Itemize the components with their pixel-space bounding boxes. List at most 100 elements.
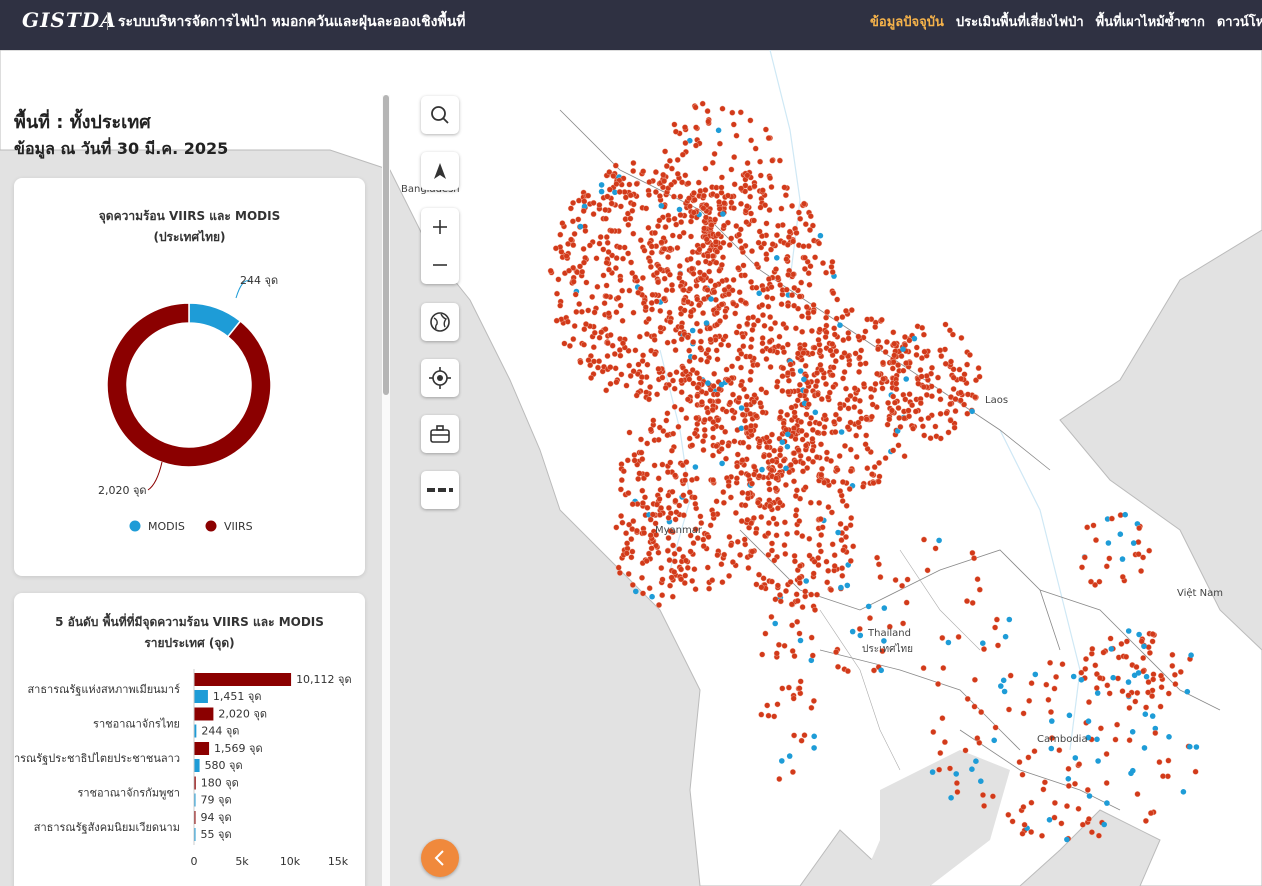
viirs-hotspot[interactable] xyxy=(700,192,707,199)
viirs-hotspot[interactable] xyxy=(867,615,874,622)
viirs-hotspot[interactable] xyxy=(704,358,711,365)
viirs-hotspot[interactable] xyxy=(953,780,960,787)
viirs-hotspot[interactable] xyxy=(836,416,843,423)
viirs-hotspot[interactable] xyxy=(695,179,702,186)
viirs-hotspot[interactable] xyxy=(862,328,869,335)
viirs-hotspot[interactable] xyxy=(635,361,642,368)
viirs-hotspot[interactable] xyxy=(1041,779,1048,786)
viirs-hotspot[interactable] xyxy=(649,291,656,298)
modis-hotspot[interactable] xyxy=(1104,800,1110,806)
viirs-hotspot[interactable] xyxy=(814,591,821,598)
viirs-hotspot[interactable] xyxy=(1045,696,1052,703)
viirs-hotspot[interactable] xyxy=(587,362,594,369)
viirs-hotspot[interactable] xyxy=(712,216,719,223)
viirs-hotspot[interactable] xyxy=(800,460,807,467)
viirs-hotspot[interactable] xyxy=(618,371,625,378)
bar-viirs[interactable] xyxy=(194,742,210,755)
viirs-hotspot[interactable] xyxy=(752,145,759,152)
viirs-hotspot[interactable] xyxy=(732,509,739,516)
viirs-hotspot[interactable] xyxy=(657,307,664,314)
modis-hotspot[interactable] xyxy=(1143,673,1150,680)
viirs-hotspot[interactable] xyxy=(697,513,704,520)
viirs-hotspot[interactable] xyxy=(655,475,662,482)
viirs-hotspot[interactable] xyxy=(777,592,784,599)
viirs-hotspot[interactable] xyxy=(780,365,787,372)
viirs-hotspot[interactable] xyxy=(893,386,900,393)
viirs-hotspot[interactable] xyxy=(958,375,965,382)
viirs-hotspot[interactable] xyxy=(1026,697,1033,704)
viirs-hotspot[interactable] xyxy=(797,392,804,399)
viirs-hotspot[interactable] xyxy=(918,373,925,380)
viirs-hotspot[interactable] xyxy=(806,420,813,427)
viirs-hotspot[interactable] xyxy=(701,295,708,302)
modis-hotspot[interactable] xyxy=(1064,836,1070,843)
viirs-hotspot[interactable] xyxy=(668,165,675,172)
basemap-button[interactable] xyxy=(421,303,459,341)
viirs-hotspot[interactable] xyxy=(577,359,584,366)
viirs-hotspot[interactable] xyxy=(897,423,904,430)
viirs-hotspot[interactable] xyxy=(787,361,794,368)
viirs-hotspot[interactable] xyxy=(830,290,837,297)
viirs-hotspot[interactable] xyxy=(766,503,773,510)
viirs-hotspot[interactable] xyxy=(718,341,725,348)
viirs-hotspot[interactable] xyxy=(682,172,689,179)
nav-fire-risk[interactable]: ประเมินพื้นที่เสี่ยงไฟป่า xyxy=(955,15,1084,30)
viirs-hotspot[interactable] xyxy=(734,463,741,470)
viirs-hotspot[interactable] xyxy=(753,581,760,588)
viirs-hotspot[interactable] xyxy=(773,650,780,657)
viirs-hotspot[interactable] xyxy=(764,702,771,709)
locate-button[interactable] xyxy=(421,359,459,397)
viirs-hotspot[interactable] xyxy=(668,574,675,581)
viirs-hotspot[interactable] xyxy=(703,214,710,221)
viirs-hotspot[interactable] xyxy=(700,543,707,550)
viirs-hotspot[interactable] xyxy=(823,269,830,276)
viirs-hotspot[interactable] xyxy=(829,269,836,276)
viirs-hotspot[interactable] xyxy=(771,447,778,454)
viirs-hotspot[interactable] xyxy=(737,551,744,558)
viirs-hotspot[interactable] xyxy=(705,118,712,125)
viirs-hotspot[interactable] xyxy=(942,360,949,367)
viirs-hotspot[interactable] xyxy=(697,356,704,363)
modis-hotspot[interactable] xyxy=(857,632,864,639)
viirs-hotspot[interactable] xyxy=(718,174,725,181)
viirs-hotspot[interactable] xyxy=(1157,703,1164,710)
gistda-logo[interactable]: GISTDA xyxy=(22,8,117,32)
viirs-hotspot[interactable] xyxy=(701,225,708,232)
viirs-hotspot[interactable] xyxy=(713,309,720,316)
viirs-hotspot[interactable] xyxy=(785,302,792,309)
viirs-hotspot[interactable] xyxy=(728,166,735,173)
modis-hotspot[interactable] xyxy=(1049,718,1055,724)
viirs-hotspot[interactable] xyxy=(781,184,788,191)
viirs-hotspot[interactable] xyxy=(607,380,614,387)
viirs-hotspot[interactable] xyxy=(964,410,971,417)
viirs-hotspot[interactable] xyxy=(701,416,708,423)
viirs-hotspot[interactable] xyxy=(790,371,797,378)
viirs-hotspot[interactable] xyxy=(683,459,690,466)
viirs-hotspot[interactable] xyxy=(692,526,699,533)
modis-hotspot[interactable] xyxy=(1094,690,1101,696)
viirs-hotspot[interactable] xyxy=(1005,811,1012,818)
viirs-hotspot[interactable] xyxy=(747,193,754,200)
viirs-hotspot[interactable] xyxy=(662,148,669,155)
viirs-hotspot[interactable] xyxy=(669,281,676,288)
viirs-hotspot[interactable] xyxy=(727,399,734,406)
viirs-hotspot[interactable] xyxy=(1133,664,1140,671)
viirs-hotspot[interactable] xyxy=(682,471,689,478)
viirs-hotspot[interactable] xyxy=(876,473,883,480)
viirs-hotspot[interactable] xyxy=(784,241,791,248)
viirs-hotspot[interactable] xyxy=(702,258,709,265)
viirs-hotspot[interactable] xyxy=(831,563,838,570)
viirs-hotspot[interactable] xyxy=(733,132,740,139)
viirs-hotspot[interactable] xyxy=(759,348,766,355)
viirs-hotspot[interactable] xyxy=(843,502,850,509)
viirs-hotspot[interactable] xyxy=(660,171,667,178)
viirs-hotspot[interactable] xyxy=(830,383,837,390)
viirs-hotspot[interactable] xyxy=(937,347,944,354)
viirs-hotspot[interactable] xyxy=(602,215,609,222)
viirs-hotspot[interactable] xyxy=(937,396,944,403)
modis-hotspot[interactable] xyxy=(812,409,819,416)
viirs-hotspot[interactable] xyxy=(742,182,749,189)
viirs-hotspot[interactable] xyxy=(656,193,663,200)
viirs-hotspot[interactable] xyxy=(692,500,699,507)
viirs-hotspot[interactable] xyxy=(714,391,721,398)
